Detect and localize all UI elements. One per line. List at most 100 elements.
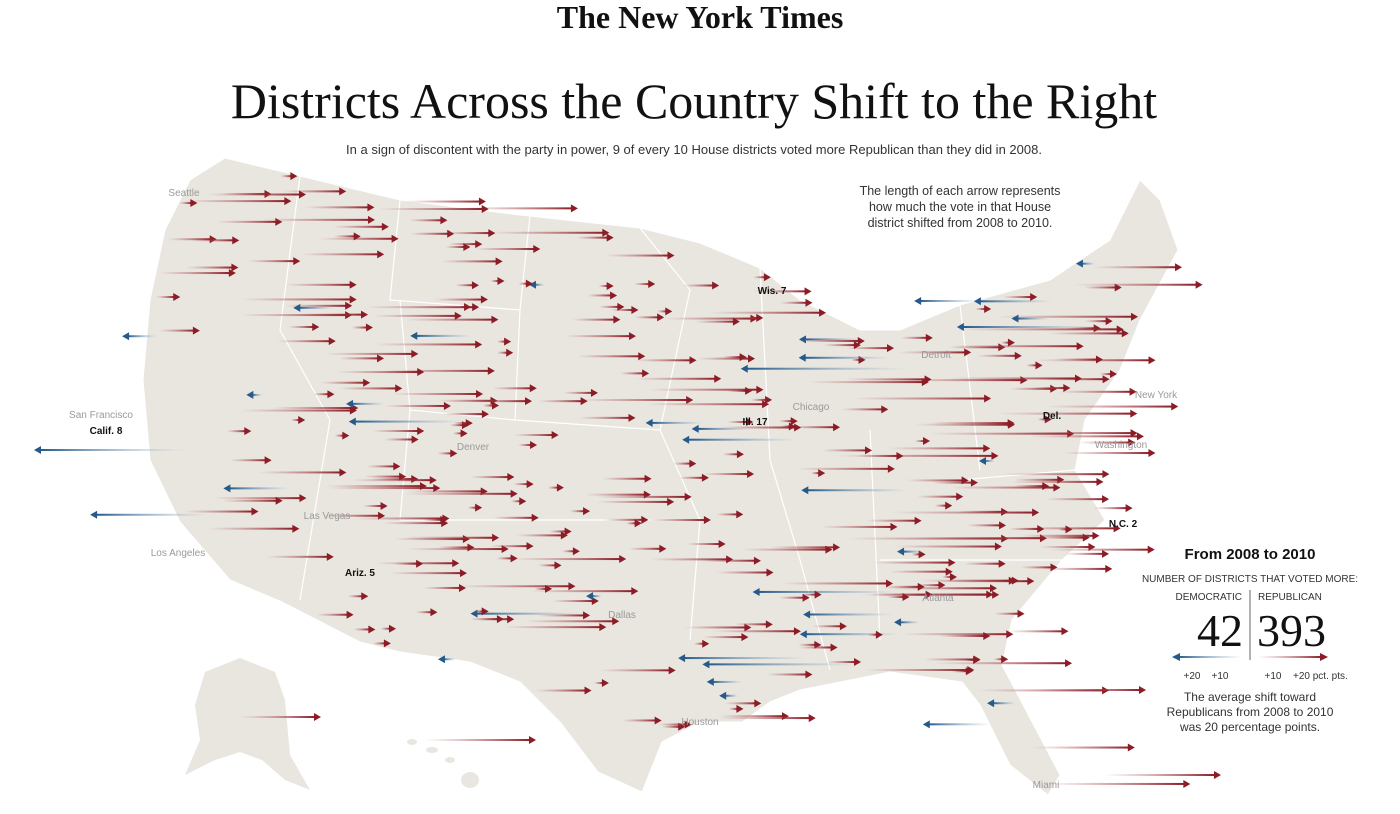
arrowhead [417, 368, 425, 377]
shift-arrow [571, 318, 615, 321]
arrowhead [1092, 531, 1100, 540]
shift-arrow [328, 487, 435, 490]
shift-arrow [766, 673, 807, 676]
legend-title: From 2008 to 2010 [1185, 546, 1316, 563]
arrowhead [641, 515, 649, 524]
arrowhead [293, 303, 301, 312]
arrowhead [388, 624, 396, 633]
arrowhead [718, 540, 726, 549]
shift-arrow [276, 340, 330, 343]
arrowhead [702, 639, 710, 648]
shift-arrow [482, 404, 493, 407]
arrowhead [602, 228, 610, 237]
shift-arrow [931, 481, 972, 484]
city-label: Seattle [168, 188, 200, 199]
shift-arrow [911, 553, 920, 556]
arrowhead [706, 677, 714, 686]
arrowhead [367, 203, 375, 212]
arrowhead [383, 639, 391, 648]
shift-arrow [780, 425, 790, 428]
island [407, 739, 417, 745]
arrowhead [416, 559, 424, 568]
shift-arrow [226, 430, 246, 433]
shift-arrow [261, 218, 369, 221]
shift-arrow [374, 343, 477, 346]
arrowhead [591, 597, 599, 606]
arrowhead [659, 544, 667, 553]
city-label: Detroit [921, 350, 951, 361]
shift-arrow [280, 175, 292, 178]
shift-arrow [320, 381, 365, 384]
shift-arrow [798, 646, 832, 649]
shift-arrow [404, 200, 480, 203]
shift-arrow [437, 452, 452, 455]
shift-arrow [695, 320, 734, 323]
arrowhead [682, 435, 690, 444]
arrowhead [471, 281, 479, 290]
city-label: Houston [681, 717, 718, 728]
arrowhead [525, 279, 533, 288]
arrowhead [590, 388, 598, 397]
shift-arrow [693, 642, 704, 645]
arrowhead [833, 543, 841, 552]
shift-arrow [635, 359, 691, 362]
alaska [185, 658, 310, 790]
arrowhead [419, 482, 427, 491]
shift-arrow [866, 519, 916, 522]
shift-arrow [740, 548, 827, 551]
shift-arrow [851, 358, 860, 361]
arrowhead [345, 301, 353, 310]
arrowhead [568, 582, 576, 591]
arrowhead [556, 483, 564, 492]
shift-arrow [1003, 296, 1032, 299]
arrowhead [299, 190, 307, 199]
arrowhead [799, 630, 807, 639]
arrowhead [437, 655, 445, 664]
shift-arrow [443, 658, 456, 661]
shift-arrow [383, 522, 443, 525]
shift-arrow [750, 398, 767, 401]
shift-arrow [317, 613, 348, 616]
shift-arrow [975, 689, 1104, 692]
arrowhead [361, 592, 369, 601]
shift-arrow [437, 546, 469, 549]
arrowhead [1065, 659, 1073, 668]
arrowhead [391, 234, 399, 243]
arrowhead [748, 354, 756, 363]
shift-arrow [1002, 473, 1104, 476]
shift-arrow [476, 612, 580, 615]
shift-arrow [496, 557, 512, 560]
arrowhead [1037, 524, 1045, 533]
shift-arrow [490, 545, 528, 548]
arrowhead [745, 386, 753, 395]
arrowhead [948, 558, 956, 567]
shift-arrow [372, 430, 419, 433]
arrows [34, 172, 1221, 788]
shift-arrow [394, 562, 418, 565]
shift-arrow [905, 479, 963, 482]
shift-arrow [779, 301, 807, 304]
shift-arrow [870, 593, 927, 596]
note-line: how much the vote in that House [869, 200, 1051, 214]
shift-arrow [1099, 373, 1112, 376]
shift-arrow [779, 420, 792, 423]
shift-arrow [402, 536, 494, 539]
arrowhead [410, 331, 418, 340]
arrowhead [1130, 409, 1138, 418]
shift-arrow [1010, 480, 1098, 483]
shift-arrow [463, 207, 572, 210]
arrowhead [368, 625, 376, 634]
shift-arrow [592, 595, 602, 598]
arrowhead [1042, 482, 1050, 491]
shift-arrow [915, 440, 925, 443]
shift-arrow [984, 460, 995, 463]
shift-arrow [795, 467, 889, 470]
arrowhead [964, 348, 972, 357]
shift-arrow [688, 438, 799, 441]
shift-arrow [801, 593, 816, 596]
shift-arrow [708, 663, 857, 666]
shift-arrow [352, 402, 385, 405]
shift-arrow [578, 416, 630, 419]
arrowhead [765, 620, 773, 629]
